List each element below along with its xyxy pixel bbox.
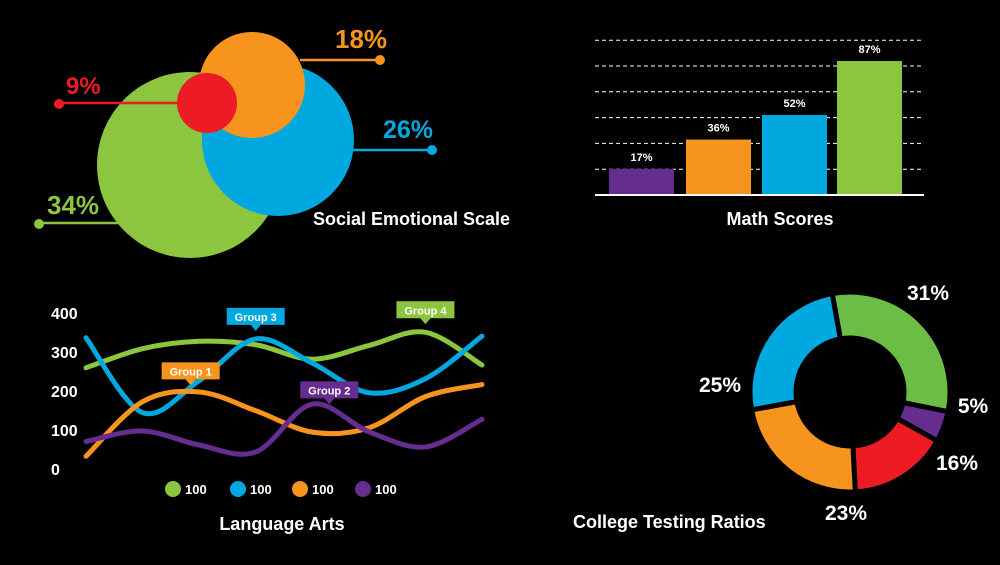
bar-1 [609,168,674,195]
college-testing-donut-chart: 31% 5% 16% 23% 25% College Testing Ratios [573,282,988,532]
social-emotional-bubble-chart: 18% 9% 26% 34% Social Emotional Scale [34,24,510,258]
language-arts-line-chart: 400 300 200 100 0 Group 3 Group 4 Group 1 Group… [51,301,485,534]
series-line-group-3 [83,333,485,417]
legend-label: 100 [375,482,397,497]
donut-slice-label: 25% [699,374,741,397]
series-line-group-2 [83,401,485,457]
callout-label: Group 3 [235,312,277,324]
series-line-group-4 [83,329,485,371]
legend-label: 100 [185,482,207,497]
donut-slice-label: 31% [907,282,949,305]
donut-chart-title: College Testing Ratios [573,512,766,532]
legend-swatch [230,481,246,497]
bar-value-label: 17% [630,152,652,164]
donut-slice-4 [748,398,858,495]
y-tick-label: 200 [51,384,78,401]
y-tick-label: 400 [51,306,78,323]
y-tick-label: 100 [51,423,78,440]
callout-box [161,362,220,386]
callout-box [396,301,455,325]
bar-chart-title: Math Scores [726,209,833,229]
y-tick-label: 300 [51,345,78,362]
bubble-label-34: 34% [47,190,99,220]
donut-slice-label: 5% [958,395,989,418]
callout-label: Group 4 [404,305,447,317]
math-scores-bar-chart: 17% 36% 52% 87% Math Scores [595,39,924,229]
bubble-chart-title: Social Emotional Scale [313,209,510,229]
bar-value-label: 36% [707,123,729,135]
callout-box [300,381,359,405]
legend-label: 100 [250,482,272,497]
leader-dot-26 [427,145,437,155]
donut-slice-1 [829,289,953,415]
legend-swatch [165,481,181,497]
bar-2 [686,139,751,195]
donut-slice-label: 23% [825,502,867,525]
legend-swatch [355,481,371,497]
series-line-group-1 [83,382,485,459]
donut-slice-5 [747,290,844,413]
line-chart-title: Language Arts [219,514,344,534]
legend-label: 100 [312,482,334,497]
bubble-label-18: 18% [335,24,387,54]
donut-slice-label: 16% [936,452,978,475]
bubble-label-9: 9% [66,73,101,100]
callout-box [226,307,285,331]
legend-swatch [292,481,308,497]
bar-value-label: 52% [783,98,805,110]
leader-dot-34 [34,219,44,229]
leader-dot-18 [375,55,385,65]
y-tick-label: 0 [51,462,60,479]
bar-4 [837,61,902,195]
callout-label: Group 2 [308,385,350,397]
leader-dot-9 [54,99,64,109]
bar-value-label: 87% [858,44,880,56]
bubble-label-26: 26% [383,116,433,144]
bar-3 [762,114,827,195]
bubble-9 [177,73,237,133]
callout-label: Group 1 [170,366,212,378]
